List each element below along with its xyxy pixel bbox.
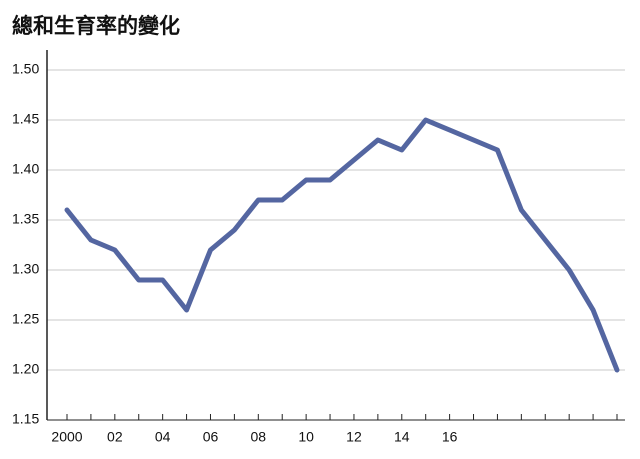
x-tick-label: 12	[346, 429, 362, 445]
x-tick-label: 16	[442, 429, 458, 445]
x-tick-label: 06	[203, 429, 219, 445]
x-tick-label: 04	[155, 429, 171, 445]
chart-title: 總和生育率的變化	[12, 14, 180, 38]
y-tick-label: 1.50	[12, 61, 39, 77]
x-tick-label: 02	[107, 429, 123, 445]
y-tick-label: 1.45	[12, 111, 39, 127]
y-tick-label: 1.35	[12, 211, 39, 227]
y-tick-label: 1.15	[12, 411, 39, 427]
data-line	[64, 117, 620, 373]
y-tick-label: 1.40	[12, 161, 39, 177]
x-tick-label: 14	[394, 429, 410, 445]
y-tick-label: 1.30	[12, 261, 39, 277]
x-tick-label: 2000	[51, 429, 82, 445]
x-tick-label: 10	[298, 429, 314, 445]
x-tick-label: 08	[251, 429, 267, 445]
y-tick-label: 1.20	[12, 361, 39, 377]
y-tick-label: 1.25	[12, 311, 39, 327]
